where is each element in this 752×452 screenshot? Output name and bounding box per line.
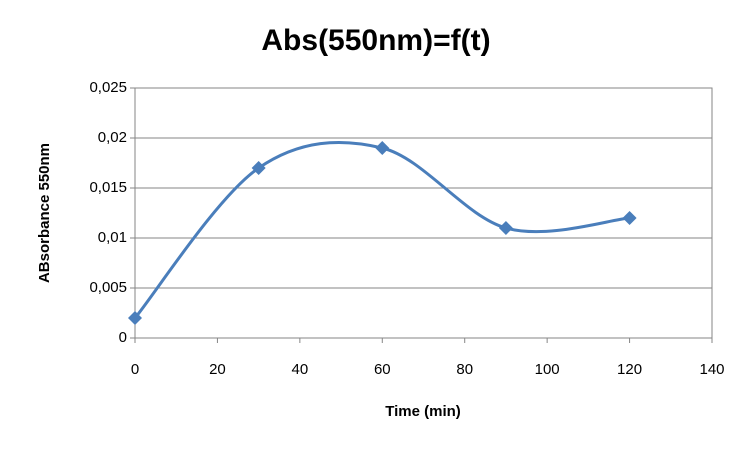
x-tick-label: 140 [699, 361, 724, 378]
y-tick-label: 0,02 [98, 129, 127, 146]
x-tick-label: 0 [131, 361, 139, 378]
y-axis-label: ABsorbance 550nm [36, 143, 53, 283]
x-axis-label: Time (min) [385, 403, 461, 420]
data-point [498, 221, 513, 235]
data-point [622, 211, 637, 225]
y-tick-label: 0,015 [89, 179, 127, 196]
x-tick-label: 80 [456, 361, 473, 378]
x-tick-label: 20 [209, 361, 226, 378]
y-tick-label: 0,025 [89, 79, 127, 96]
y-tick-label: 0,01 [98, 229, 127, 246]
data-point [251, 161, 266, 175]
y-tick-label: 0 [119, 329, 127, 346]
data-point [128, 311, 142, 325]
data-point [375, 141, 390, 155]
chart-title: Abs(550nm)=f(t) [261, 24, 490, 57]
x-tick-label: 60 [374, 361, 391, 378]
y-tick-label: 0,005 [89, 279, 127, 296]
x-tick-label: 40 [292, 361, 309, 378]
plot-border [134, 87, 713, 339]
x-tick-label: 120 [617, 361, 642, 378]
x-tick-label: 100 [535, 361, 560, 378]
